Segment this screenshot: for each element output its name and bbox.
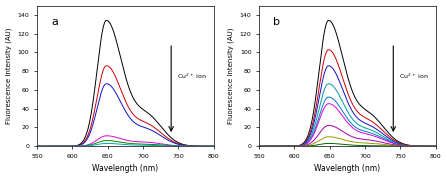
Y-axis label: Fluorescence Intensity (AU): Fluorescence Intensity (AU) <box>5 28 12 124</box>
Text: b: b <box>273 17 280 27</box>
X-axis label: Wavelength (nm): Wavelength (nm) <box>92 165 158 173</box>
Text: a: a <box>51 17 58 27</box>
Y-axis label: Fluorescence Intensity (AU): Fluorescence Intensity (AU) <box>228 28 234 124</box>
X-axis label: Wavelength (nm): Wavelength (nm) <box>314 165 380 173</box>
Text: Cu$^{2+}$ ion: Cu$^{2+}$ ion <box>177 71 207 81</box>
Text: Cu$^{2+}$ ion: Cu$^{2+}$ ion <box>399 71 429 81</box>
